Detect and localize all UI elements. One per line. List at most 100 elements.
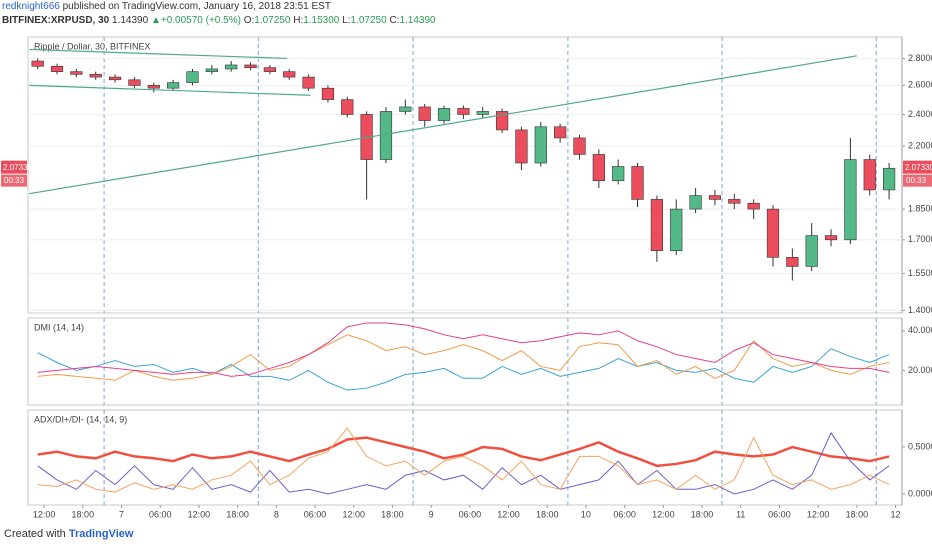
- x-tick-label: 06:00: [768, 509, 791, 519]
- candle-body: [882, 167, 896, 191]
- candle-body: [863, 159, 876, 191]
- candle-body: [534, 126, 547, 164]
- candle-body: [805, 235, 818, 267]
- candle-body: [495, 111, 509, 131]
- brand[interactable]: TradingView: [68, 528, 134, 540]
- c-label: C:: [389, 15, 400, 26]
- candle-body: [631, 166, 644, 200]
- header-line: redknight666 published on TradingView.co…: [2, 0, 436, 14]
- candle-body: [592, 154, 605, 182]
- candle-body: [321, 87, 335, 100]
- trend-line: [29, 55, 857, 195]
- candle-body: [650, 199, 663, 251]
- x-tick-label: 12:00: [33, 509, 56, 519]
- last-price-label: 2.07330: [3, 163, 32, 172]
- candle-body: [747, 202, 760, 210]
- created: Created with: [4, 528, 66, 540]
- series-line: [37, 431, 890, 495]
- candle-body: [554, 126, 567, 139]
- x-tick-label: 18:00: [691, 509, 714, 519]
- candle-body: [263, 67, 276, 72]
- x-tick-label: 18:00: [226, 509, 249, 519]
- last-price-label: 2.07330: [905, 163, 932, 172]
- candle-body: [457, 108, 470, 115]
- y-tick-label: 1.85000: [908, 203, 932, 213]
- x-tick-label: 8: [274, 509, 279, 519]
- y-tick-label: 2.40000: [908, 109, 932, 119]
- candle-body: [167, 82, 180, 89]
- pane-border: [27, 317, 903, 406]
- candle-body: [244, 64, 257, 68]
- candle-body: [70, 71, 83, 75]
- low: 1.07250: [350, 15, 387, 26]
- x-tick-label: 12:00: [652, 509, 675, 519]
- candle-body: [824, 235, 838, 241]
- author[interactable]: redknight666: [2, 1, 60, 12]
- candle-body: [31, 60, 44, 67]
- published: published on TradingView.com, January 16…: [62, 1, 331, 12]
- x-tick-label: 11: [736, 509, 745, 519]
- x-tick-label: 12:00: [497, 509, 520, 519]
- last-price-box: [1, 160, 27, 174]
- candle-body: [786, 257, 799, 267]
- pane-title: Ripple / Dollar, 30, BITFINEX: [34, 41, 151, 51]
- y-tick-label: 1.70000: [908, 234, 932, 244]
- candle-body: [728, 199, 741, 204]
- candle-body: [89, 74, 102, 78]
- series-line: [37, 322, 890, 377]
- countdown: 00:33: [4, 176, 25, 185]
- x-tick-label: 18:00: [72, 509, 95, 519]
- y-tick-label: 40.0000: [908, 325, 932, 335]
- series-line: [37, 334, 890, 381]
- x-tick-label: 12:00: [188, 509, 211, 519]
- candle-body: [147, 85, 160, 89]
- y-tick-label: 1.55000: [908, 268, 932, 278]
- x-tick-label: 12:00: [807, 509, 830, 519]
- y-tick-label: 1.40000: [908, 305, 932, 315]
- o-label: O:: [243, 15, 255, 26]
- countdown: 00:33: [906, 176, 927, 185]
- countdown-box: [1, 174, 27, 187]
- y-tick-label: 2.60000: [908, 80, 932, 90]
- candle-body: [766, 208, 780, 258]
- candle-body: [844, 159, 857, 241]
- x-tick-label: 10: [581, 509, 591, 519]
- x-tick-label: 18:00: [536, 509, 559, 519]
- arrow: ▲: [150, 15, 161, 26]
- last: 1.14390: [112, 15, 149, 26]
- x-tick-label: 18:00: [846, 509, 869, 519]
- footer: Created with TradingView: [4, 528, 133, 540]
- x-tick-label: 12: [891, 509, 901, 519]
- candle-body: [225, 64, 238, 70]
- candle-body: [476, 111, 489, 115]
- x-tick-label: 18:00: [381, 509, 404, 519]
- chart: 2.80000 2.60000 2.40000 2.20000 1.85000 1.700…: [1, 36, 932, 519]
- candle-body: [418, 106, 431, 121]
- candle-body: [670, 208, 683, 251]
- y-tick-label: 2.20000: [908, 140, 932, 150]
- trend-line: [29, 48, 288, 60]
- countdown-box: [903, 174, 932, 187]
- high: 1.15300: [303, 15, 340, 26]
- series-line: [37, 436, 890, 468]
- close: 1.14390: [399, 15, 436, 26]
- candle-body: [108, 76, 122, 81]
- pane-title: DMI (14, 14): [34, 322, 84, 332]
- candle-body: [437, 108, 451, 121]
- candle-body: [341, 99, 354, 115]
- x-tick-label: 06:00: [304, 509, 327, 519]
- open: 1.07250: [254, 15, 291, 26]
- symbol: BITFINEX:XRPUSD, 30: [2, 15, 110, 26]
- trend-line: [29, 84, 311, 96]
- x-tick-label: 06:00: [613, 509, 636, 519]
- series-line: [37, 427, 890, 493]
- candle-body: [186, 71, 199, 83]
- candle-body: [612, 166, 625, 182]
- candle-body: [205, 68, 218, 72]
- candle-body: [689, 195, 702, 210]
- series-line: [37, 348, 890, 391]
- x-tick-label: 06:00: [149, 509, 172, 519]
- change: +0.00570 (+0.5%): [160, 15, 241, 26]
- candle-body: [708, 195, 722, 200]
